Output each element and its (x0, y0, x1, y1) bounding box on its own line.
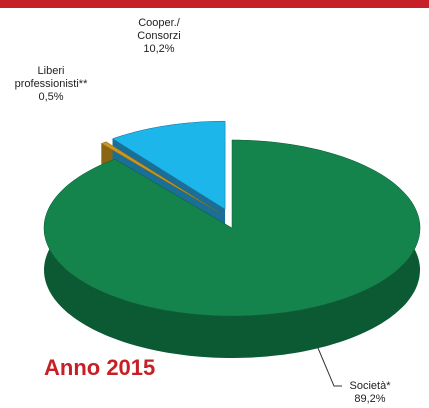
slice (112, 120, 226, 210)
value-label: 0,5% (38, 91, 64, 103)
leader-line (317, 347, 342, 387)
slice (43, 139, 421, 317)
category-label: Società* (349, 380, 391, 392)
chart-title: Anno 2015 (44, 355, 156, 380)
value-label: 89,2% (354, 393, 386, 405)
top-bar (0, 0, 429, 8)
category-label: Liberi professionisti** (14, 65, 88, 90)
slice-label: Cooper./ Consorzi 10,2% (118, 17, 200, 56)
category-label: Cooper./ Consorzi (137, 17, 181, 42)
slice-label: Liberi professionisti** 0,5% (2, 65, 100, 104)
slice-label: Società* 89,2% (340, 380, 400, 406)
value-label: 10,2% (143, 43, 175, 55)
slice (100, 141, 219, 213)
